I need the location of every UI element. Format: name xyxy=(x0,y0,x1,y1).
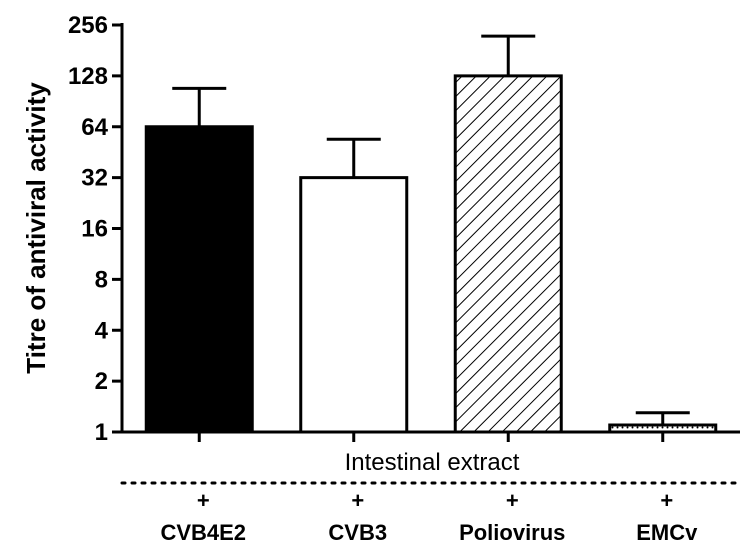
x-tick-label: Poliovirus xyxy=(459,520,565,545)
y-tick-label: 64 xyxy=(81,114,108,141)
y-tick-label: 16 xyxy=(81,216,108,243)
x-tick-label: EMCv xyxy=(636,520,698,545)
y-tick-label: 4 xyxy=(95,317,109,344)
x-tick-label: CVB3 xyxy=(328,520,387,545)
row-marker: + xyxy=(506,488,519,513)
y-tick-label: 2 xyxy=(95,368,108,395)
bar-emcv xyxy=(608,423,718,434)
row-marker: + xyxy=(351,488,364,513)
row-marker: + xyxy=(197,488,210,513)
group-label: Intestinal extract xyxy=(345,449,520,476)
bar-poliovirus xyxy=(453,74,563,434)
y-tick-label: 128 xyxy=(68,63,108,90)
x-tick-label: CVB4E2 xyxy=(160,520,246,545)
y-tick-label: 32 xyxy=(81,165,108,192)
y-tick-label: 256 xyxy=(68,12,108,39)
y-tick-label: 1 xyxy=(95,419,108,446)
y-axis-title: Titre of antiviral activity xyxy=(21,82,51,374)
bar-cvb4e2 xyxy=(144,125,254,434)
y-tick-label: 8 xyxy=(95,266,108,293)
bar-cvb3 xyxy=(299,176,409,434)
row-marker: + xyxy=(660,488,673,513)
